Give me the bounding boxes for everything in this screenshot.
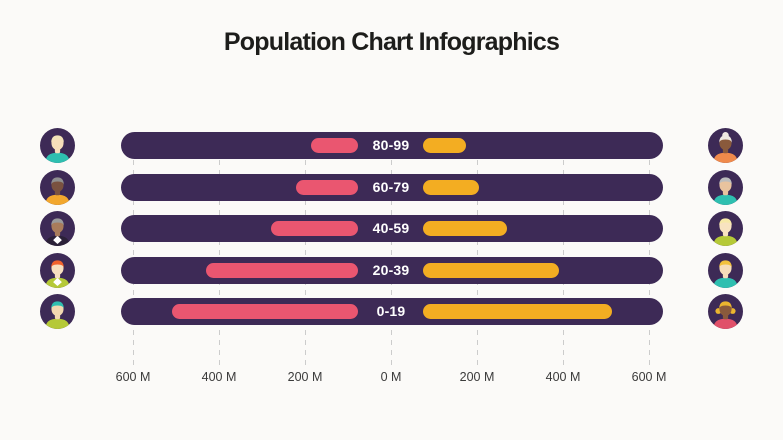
gray-hair-woman-avatar-icon xyxy=(708,170,743,205)
axis-tick-label: 600 M xyxy=(115,370,151,384)
age-group-label: 20-39 xyxy=(372,262,410,278)
age-group-label: 0-19 xyxy=(376,303,406,319)
axis-tick-label: 200 M xyxy=(459,370,495,384)
left-value-bar xyxy=(206,263,358,278)
right-value-bar xyxy=(423,180,479,195)
age-bar: 20-39 xyxy=(121,257,663,284)
axis-tick-label: 400 M xyxy=(545,370,581,384)
redhead-woman-avatar-icon xyxy=(40,253,75,288)
gray-hair-woman-jacket-avatar-icon xyxy=(40,211,75,246)
age-bar: 80-99 xyxy=(121,132,663,159)
right-value-bar xyxy=(423,304,612,319)
golden-blonde-woman-avatar-icon xyxy=(708,253,743,288)
right-value-bar xyxy=(423,263,559,278)
older-blonde-woman-avatar-icon xyxy=(40,128,75,163)
axis-tick-label: 200 M xyxy=(287,370,323,384)
age-group-label: 80-99 xyxy=(372,137,410,153)
pale-blonde-woman-avatar-icon xyxy=(708,211,743,246)
girl-pigtails-avatar-icon xyxy=(708,294,743,329)
left-value-bar xyxy=(296,180,358,195)
right-value-bar xyxy=(423,221,507,236)
age-group-label: 60-79 xyxy=(372,179,410,195)
age-bar: 60-79 xyxy=(121,174,663,201)
left-value-bar xyxy=(172,304,358,319)
age-group-label: 40-59 xyxy=(372,220,410,236)
axis-tick-label: 600 M xyxy=(631,370,667,384)
age-bar: 40-59 xyxy=(121,215,663,242)
left-value-bar xyxy=(271,221,358,236)
axis-tick-label: 400 M xyxy=(201,370,237,384)
age-bar: 0-19 xyxy=(121,298,663,325)
older-dark-skin-woman-avatar-icon xyxy=(708,128,743,163)
older-man-beard-avatar-icon xyxy=(40,170,75,205)
teal-hair-teen-avatar-icon xyxy=(40,294,75,329)
page-title: Population Chart Infographics xyxy=(223,28,560,56)
axis-tick-label: 0 M xyxy=(380,370,402,384)
left-value-bar xyxy=(311,138,358,153)
right-value-bar xyxy=(423,138,466,153)
